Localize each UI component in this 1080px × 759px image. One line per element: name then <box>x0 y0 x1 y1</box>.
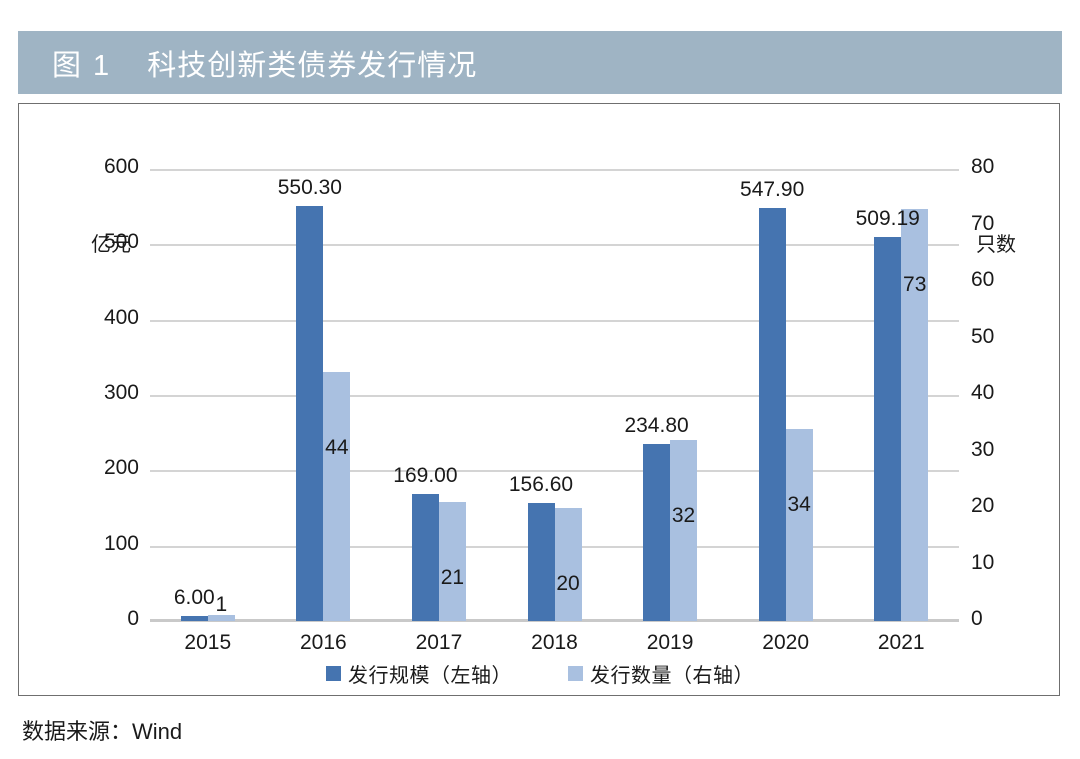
right-axis-tick-label: 20 <box>971 494 995 517</box>
bar-issuance-count[interactable] <box>323 372 351 621</box>
figure-title-band: 图 1 科技创新类债券发行情况 <box>18 31 1062 94</box>
left-axis-tick-label: 500 <box>103 230 139 254</box>
right-axis-tick-label: 50 <box>971 324 995 348</box>
bar-issuance-scale[interactable] <box>411 493 439 621</box>
bar-value-label-count: 73 <box>903 272 927 296</box>
x-axis-tick-label: 2016 <box>299 631 347 654</box>
bar-issuance-scale[interactable] <box>296 206 324 621</box>
bar-issuance-scale[interactable] <box>643 444 671 621</box>
bar-issuance-count[interactable] <box>670 440 698 621</box>
bar-value-label-count: 34 <box>787 492 811 516</box>
left-axis-tick-label: 0 <box>127 607 139 630</box>
right-axis-tick-label: 0 <box>971 607 983 630</box>
gridline <box>150 319 959 322</box>
bar-group <box>758 169 813 621</box>
bar-group <box>180 169 235 621</box>
bar-value-label-scale: 547.90 <box>740 178 805 202</box>
gridline <box>150 470 959 473</box>
bar-group <box>874 169 929 621</box>
bar-group <box>296 169 351 621</box>
legend-label: 发行规模（左轴） <box>348 665 512 687</box>
chart-frame: 亿元 只数 600 500 400 300 200 100 0 80 70 60 50 40 30 20… <box>18 103 1060 696</box>
legend-swatch-icon <box>326 666 341 681</box>
bar-issuance-scale[interactable] <box>874 237 902 621</box>
bar-group <box>527 169 582 621</box>
bar-issuance-count[interactable] <box>207 615 235 621</box>
x-axis-tick-label: 2019 <box>646 631 694 654</box>
plot-area: 6.00 1 550.30 44 169.00 21 156.60 20 234.80 32 547… <box>150 169 959 622</box>
bar-issuance-scale[interactable] <box>180 616 208 621</box>
left-axis-tick-label: 300 <box>103 381 139 404</box>
x-axis-tick-label: 2021 <box>877 631 925 654</box>
bar-value-label-scale: 550.30 <box>277 176 342 200</box>
legend-label: 发行数量（右轴） <box>590 665 754 687</box>
right-axis-unit-label: 只数 <box>976 234 1016 256</box>
bar-value-label-count: 21 <box>440 566 465 590</box>
bar-value-label-count: 44 <box>325 436 349 460</box>
bar-value-label-count: 32 <box>671 504 696 528</box>
bar-issuance-count[interactable] <box>438 502 466 621</box>
legend-item-issuance-count[interactable]: 发行数量（右轴） <box>568 659 754 688</box>
bar-issuance-scale[interactable] <box>758 208 786 621</box>
legend-item-issuance-scale[interactable]: 发行规模（左轴） <box>326 659 512 688</box>
left-axis-tick-label: 200 <box>103 456 139 480</box>
left-axis-unit-label: 亿元 <box>91 234 131 256</box>
gridline <box>150 244 959 247</box>
left-axis-tick-label: 100 <box>103 531 139 555</box>
right-axis-tick-label: 30 <box>971 437 995 461</box>
right-axis-tick-label: 10 <box>971 550 995 574</box>
x-axis-tick-label: 2017 <box>415 631 463 654</box>
gridline <box>150 395 959 397</box>
data-source-note: 数据来源：Wind <box>22 719 183 744</box>
bar-value-label-count: 1 <box>215 593 228 616</box>
bar-value-label-scale: 169.00 <box>393 463 458 487</box>
bar-issuance-count[interactable] <box>554 508 582 621</box>
page-title: 科技创新类债券发行情况 <box>147 49 478 82</box>
x-axis-tick-label: 2018 <box>531 631 578 654</box>
bar-issuance-scale[interactable] <box>527 503 555 621</box>
bar-issuance-count[interactable] <box>785 428 813 621</box>
chart-legend: 发行规模（左轴） 发行数量（右轴） <box>19 659 1061 688</box>
legend-swatch-icon <box>568 666 583 681</box>
right-axis-tick-label: 40 <box>971 381 995 404</box>
bar-value-label-count: 20 <box>556 572 580 595</box>
bar-value-label-scale: 6.00 <box>173 586 215 610</box>
figure-index: 图 1 <box>52 49 112 82</box>
bar-value-label-scale: 234.80 <box>624 414 689 438</box>
bar-issuance-count[interactable] <box>901 208 929 621</box>
x-axis-tick-label: 2015 <box>184 631 232 654</box>
right-axis-tick-label: 60 <box>971 268 995 291</box>
bar-group <box>411 169 466 621</box>
gridline <box>150 169 959 171</box>
bar-group <box>643 169 698 621</box>
left-axis-tick-label: 400 <box>103 305 139 329</box>
bar-value-label-scale: 156.60 <box>508 473 574 497</box>
x-axis-tick-label: 2020 <box>762 631 809 654</box>
right-axis-tick-label: 80 <box>971 155 995 178</box>
bar-value-label-scale: 509.19 <box>855 207 920 231</box>
right-axis-tick-label: 70 <box>971 211 995 235</box>
left-axis-tick-label: 600 <box>103 155 139 178</box>
